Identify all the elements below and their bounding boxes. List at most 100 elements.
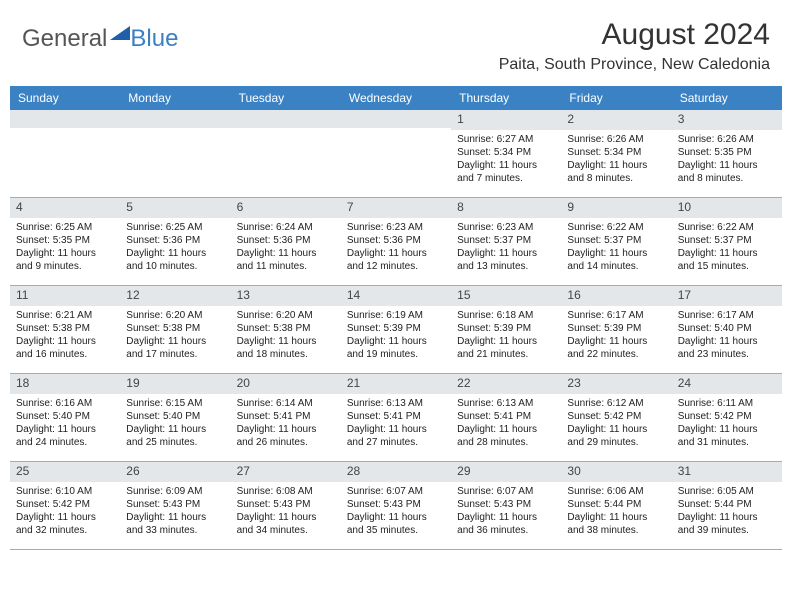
day-number: 30 xyxy=(561,462,671,482)
sunset-text: Sunset: 5:34 PM xyxy=(567,146,665,159)
sunrise-text: Sunrise: 6:18 AM xyxy=(457,309,555,322)
daylight-line2: and 13 minutes. xyxy=(457,260,555,273)
daylight-line2: and 28 minutes. xyxy=(457,436,555,449)
sunrise-text: Sunrise: 6:19 AM xyxy=(347,309,445,322)
sunrise-text: Sunrise: 6:24 AM xyxy=(237,221,335,234)
day-number: 4 xyxy=(10,198,120,218)
day-number: 13 xyxy=(231,286,341,306)
day-info: Sunrise: 6:23 AMSunset: 5:37 PMDaylight:… xyxy=(457,221,555,273)
daylight-line2: and 17 minutes. xyxy=(126,348,224,361)
day-info: Sunrise: 6:26 AMSunset: 5:35 PMDaylight:… xyxy=(678,133,776,185)
day-cell: 30 Sunrise: 6:06 AMSunset: 5:44 PMDayligh… xyxy=(561,462,671,550)
day-number: 14 xyxy=(341,286,451,306)
daylight-line1: Daylight: 11 hours xyxy=(457,247,555,260)
daylight-line2: and 8 minutes. xyxy=(678,172,776,185)
daylight-line1: Daylight: 11 hours xyxy=(347,335,445,348)
daylight-line1: Daylight: 11 hours xyxy=(347,423,445,436)
sunrise-text: Sunrise: 6:10 AM xyxy=(16,485,114,498)
sunset-text: Sunset: 5:35 PM xyxy=(678,146,776,159)
day-info: Sunrise: 6:13 AMSunset: 5:41 PMDaylight:… xyxy=(457,397,555,449)
logo-triangle-icon xyxy=(110,24,130,45)
empty-strip xyxy=(231,110,341,128)
empty-cell xyxy=(341,110,451,198)
daylight-line2: and 23 minutes. xyxy=(678,348,776,361)
day-info: Sunrise: 6:22 AMSunset: 5:37 PMDaylight:… xyxy=(567,221,665,273)
daylight-line2: and 31 minutes. xyxy=(678,436,776,449)
daylight-line2: and 39 minutes. xyxy=(678,524,776,537)
sunset-text: Sunset: 5:38 PM xyxy=(237,322,335,335)
sunset-text: Sunset: 5:44 PM xyxy=(567,498,665,511)
weekday-label: Thursday xyxy=(451,86,561,110)
day-number: 6 xyxy=(231,198,341,218)
day-info: Sunrise: 6:08 AMSunset: 5:43 PMDaylight:… xyxy=(237,485,335,537)
daylight-line1: Daylight: 11 hours xyxy=(457,335,555,348)
day-number: 15 xyxy=(451,286,561,306)
day-number: 19 xyxy=(120,374,230,394)
daylight-line1: Daylight: 11 hours xyxy=(678,423,776,436)
sunset-text: Sunset: 5:43 PM xyxy=(457,498,555,511)
daylight-line1: Daylight: 11 hours xyxy=(237,335,335,348)
day-info: Sunrise: 6:06 AMSunset: 5:44 PMDaylight:… xyxy=(567,485,665,537)
sunset-text: Sunset: 5:43 PM xyxy=(347,498,445,511)
daylight-line2: and 14 minutes. xyxy=(567,260,665,273)
daylight-line1: Daylight: 11 hours xyxy=(678,335,776,348)
day-info: Sunrise: 6:09 AMSunset: 5:43 PMDaylight:… xyxy=(126,485,224,537)
sunrise-text: Sunrise: 6:11 AM xyxy=(678,397,776,410)
day-cell: 19Sunrise: 6:15 AMSunset: 5:40 PMDayligh… xyxy=(120,374,230,462)
weekday-label: Monday xyxy=(120,86,230,110)
day-number: 9 xyxy=(561,198,671,218)
day-number: 11 xyxy=(10,286,120,306)
daylight-line2: and 21 minutes. xyxy=(457,348,555,361)
logo-text-general: General xyxy=(22,25,107,53)
title-block: August 2024 Paita, South Province, New C… xyxy=(499,18,770,74)
sunset-text: Sunset: 5:37 PM xyxy=(567,234,665,247)
day-cell: 23 Sunrise: 6:12 AMSunset: 5:42 PMDayligh… xyxy=(561,374,671,462)
daylight-line2: and 10 minutes. xyxy=(126,260,224,273)
day-info: Sunrise: 6:12 AMSunset: 5:42 PMDaylight:… xyxy=(567,397,665,449)
sunrise-text: Sunrise: 6:08 AM xyxy=(237,485,335,498)
day-number: 23 xyxy=(561,374,671,394)
daylight-line2: and 24 minutes. xyxy=(16,436,114,449)
day-cell: 7Sunrise: 6:23 AMSunset: 5:36 PMDaylight… xyxy=(341,198,451,286)
day-cell: 15 Sunrise: 6:18 AMSunset: 5:39 PMDayligh… xyxy=(451,286,561,374)
daylight-line1: Daylight: 11 hours xyxy=(126,335,224,348)
sunset-text: Sunset: 5:41 PM xyxy=(457,410,555,423)
day-cell: 13Sunrise: 6:20 AMSunset: 5:38 PMDayligh… xyxy=(231,286,341,374)
day-number: 25 xyxy=(10,462,120,482)
sunrise-text: Sunrise: 6:05 AM xyxy=(678,485,776,498)
daylight-line2: and 19 minutes. xyxy=(347,348,445,361)
daylight-line2: and 29 minutes. xyxy=(567,436,665,449)
daylight-line2: and 33 minutes. xyxy=(126,524,224,537)
day-cell: 9 Sunrise: 6:22 AMSunset: 5:37 PMDaylight… xyxy=(561,198,671,286)
location-text: Paita, South Province, New Caledonia xyxy=(499,56,770,74)
day-cell: 8Sunrise: 6:23 AMSunset: 5:37 PMDaylight… xyxy=(451,198,561,286)
day-cell: 28Sunrise: 6:07 AMSunset: 5:43 PMDayligh… xyxy=(341,462,451,550)
weekday-label: Friday xyxy=(561,86,671,110)
daylight-line1: Daylight: 11 hours xyxy=(126,247,224,260)
day-info: Sunrise: 6:17 AMSunset: 5:39 PMDaylight:… xyxy=(567,309,665,361)
sunset-text: Sunset: 5:35 PM xyxy=(16,234,114,247)
sunset-text: Sunset: 5:36 PM xyxy=(347,234,445,247)
weekday-header: Sunday Monday Tuesday Wednesday Thursday… xyxy=(10,86,782,110)
day-number: 7 xyxy=(341,198,451,218)
sunrise-text: Sunrise: 6:07 AM xyxy=(347,485,445,498)
day-info: Sunrise: 6:20 AMSunset: 5:38 PMDaylight:… xyxy=(126,309,224,361)
sunset-text: Sunset: 5:41 PM xyxy=(237,410,335,423)
day-number: 27 xyxy=(231,462,341,482)
daylight-line1: Daylight: 11 hours xyxy=(567,423,665,436)
sunrise-text: Sunrise: 6:13 AM xyxy=(347,397,445,410)
daylight-line1: Daylight: 11 hours xyxy=(678,247,776,260)
empty-strip xyxy=(120,110,230,128)
day-info: Sunrise: 6:13 AMSunset: 5:41 PMDaylight:… xyxy=(347,397,445,449)
day-number: 22 xyxy=(451,374,561,394)
sunset-text: Sunset: 5:39 PM xyxy=(457,322,555,335)
day-cell: 16Sunrise: 6:17 AMSunset: 5:39 PMDayligh… xyxy=(561,286,671,374)
day-info: Sunrise: 6:27 AMSunset: 5:34 PMDaylight:… xyxy=(457,133,555,185)
daylight-line1: Daylight: 11 hours xyxy=(16,335,114,348)
day-number: 18 xyxy=(10,374,120,394)
day-number: 28 xyxy=(341,462,451,482)
day-info: Sunrise: 6:11 AMSunset: 5:42 PMDaylight:… xyxy=(678,397,776,449)
day-number: 21 xyxy=(341,374,451,394)
day-cell: 20Sunrise: 6:14 AMSunset: 5:41 PMDayligh… xyxy=(231,374,341,462)
day-cell: 25Sunrise: 6:10 AMSunset: 5:42 PMDayligh… xyxy=(10,462,120,550)
